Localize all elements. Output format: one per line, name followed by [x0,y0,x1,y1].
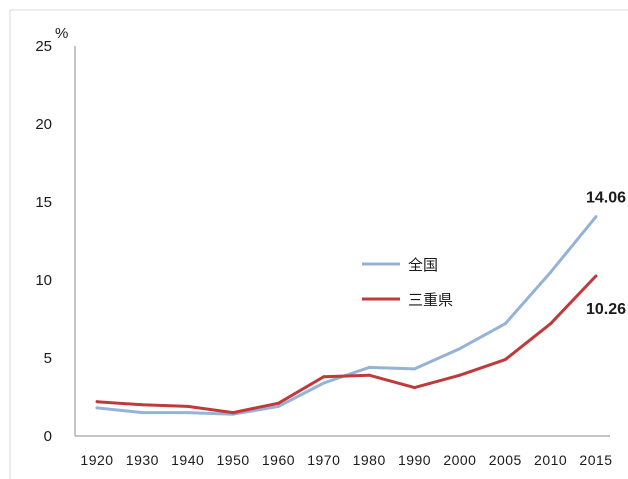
y-unit-label: % [55,25,68,42]
data-point [413,367,417,371]
data-point [594,215,598,219]
x-tick-label: 1950 [217,452,250,468]
end-label-national: 14.06 [586,190,626,207]
data-point [367,373,371,377]
data-point [458,373,462,377]
y-tick-label: 20 [35,116,52,133]
data-point [322,381,326,385]
x-tick-label: 2000 [443,452,476,468]
x-tick-label: 1960 [262,452,295,468]
x-tick-label: 1930 [126,452,159,468]
x-tick-label: 1970 [307,452,340,468]
data-point [503,358,507,362]
x-tick-label: 1940 [171,452,204,468]
data-point [503,322,507,326]
data-point [549,270,553,274]
x-tick-label: 1920 [80,452,113,468]
data-point [231,411,235,415]
data-point [186,404,190,408]
series-lines [95,215,598,416]
x-tick-label: 2015 [579,452,612,468]
end-value-labels: 14.06 10.26 [586,190,626,318]
x-tick-label: 2005 [489,452,522,468]
series-line-mie [96,274,598,415]
legend: 全国 三重県 [362,256,453,309]
data-point [186,411,190,415]
y-tick-labels: 0 5 10 15 20 25 [35,38,52,445]
data-point [95,400,99,404]
data-point [549,322,553,326]
data-point [276,404,280,408]
y-tick-label: 25 [35,38,52,55]
data-point [95,406,99,410]
x-tick-label: 1990 [398,452,431,468]
data-point [140,403,144,407]
data-point [458,347,462,351]
data-point [322,375,326,379]
legend-label-national: 全国 [408,256,438,274]
data-point [140,411,144,415]
legend-label-mie: 三重県 [408,291,453,309]
data-point [594,274,598,278]
data-point [367,365,371,369]
data-point [276,401,280,405]
series-line-national [96,215,598,416]
y-tick-label: 10 [35,272,52,289]
y-tick-label: 0 [44,428,52,445]
x-tick-label: 1980 [353,452,386,468]
x-tick-labels: 1920 1930 1940 1950 1960 1970 1980 1990 2000 2005… [80,452,612,468]
x-tick-label: 2010 [534,452,567,468]
end-label-mie: 10.26 [586,301,626,318]
y-tick-label: 5 [44,350,52,367]
data-point [413,386,417,390]
y-tick-label: 15 [35,194,52,211]
